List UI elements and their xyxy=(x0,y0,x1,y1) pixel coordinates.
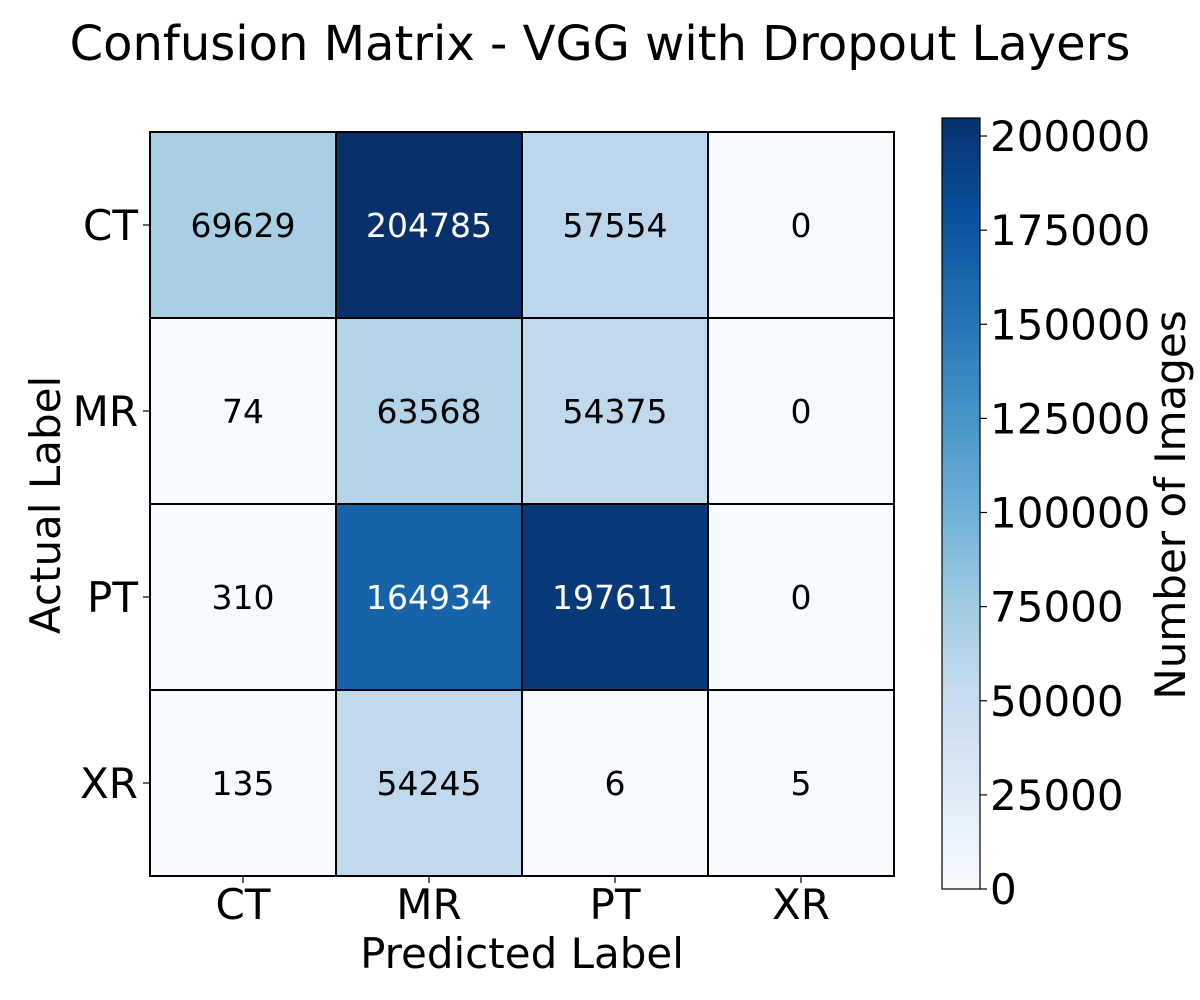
cell-value-label: 63568 xyxy=(377,392,482,431)
cell-value-label: 6 xyxy=(605,764,626,803)
y-tick-label-xr: XR xyxy=(80,759,138,808)
x-tick-label-xr: XR xyxy=(772,880,830,929)
cell-value-label: 5 xyxy=(791,764,812,803)
colorbar-tick-label: 175000 xyxy=(990,206,1150,255)
cell-value-label: 69629 xyxy=(191,206,296,245)
y-tick-label-pt: PT xyxy=(87,573,138,622)
cell-value-label: 135 xyxy=(212,764,275,803)
cell-value-label: 0 xyxy=(791,206,812,245)
cell-value-label: 54245 xyxy=(377,764,482,803)
heatmap-cell-pt-xr xyxy=(707,503,895,691)
x-tick-label-pt: PT xyxy=(590,880,641,929)
colorbar-tick-label: 0 xyxy=(990,865,1017,914)
heatmap-cell-mr-xr xyxy=(707,317,895,505)
colorbar xyxy=(941,117,981,890)
cell-value-label: 57554 xyxy=(563,206,668,245)
cell-value-label: 54375 xyxy=(563,392,668,431)
colorbar-tick-label: 50000 xyxy=(990,677,1124,726)
cell-value-label: 204785 xyxy=(366,206,492,245)
heatmap-cell-xr-xr xyxy=(707,689,895,877)
x-tick-label-ct: CT xyxy=(216,880,271,929)
cell-value-label: 74 xyxy=(222,392,264,431)
heatmap-cell-mr-ct xyxy=(149,317,337,505)
y-axis-label: Actual Label xyxy=(21,376,70,634)
colorbar-label: Number of Images xyxy=(1146,310,1195,699)
cell-value-label: 197611 xyxy=(552,578,678,617)
cell-value-label: 0 xyxy=(791,578,812,617)
colorbar-tick-label: 75000 xyxy=(990,583,1124,632)
heatmap-cell-xr-ct xyxy=(149,689,337,877)
heatmap-cell-ct-pt xyxy=(521,131,709,319)
y-tick-label-ct: CT xyxy=(83,201,138,250)
x-axis-label: Predicted Label xyxy=(360,929,684,978)
y-axis-ticks: CT MR PT XR xyxy=(73,201,150,808)
colorbar-ticks: 0 25000 50000 75000 100000 125000 150000 175000… xyxy=(980,112,1150,914)
cell-value-label: 164934 xyxy=(366,578,492,617)
heatmap-cells: 69629 204785 57554 0 74 63568 54375 0 310 164934 1… xyxy=(149,131,895,877)
heatmap-cell-ct-ct xyxy=(149,131,337,319)
heatmap-cell-mr-mr xyxy=(335,317,523,505)
colorbar-tick-label: 200000 xyxy=(990,112,1150,161)
colorbar-tick-label: 25000 xyxy=(990,771,1124,820)
heatmap-cell-xr-pt xyxy=(521,689,709,877)
y-tick-label-mr: MR xyxy=(73,387,138,436)
cell-value-label: 310 xyxy=(212,578,275,617)
x-tick-label-mr: MR xyxy=(396,880,461,929)
heatmap-cell-ct-xr xyxy=(707,131,895,319)
heatmap-cell-xr-mr xyxy=(335,689,523,877)
chart-title: Confusion Matrix - VGG with Dropout Laye… xyxy=(70,16,1131,72)
heatmap-cell-ct-mr xyxy=(335,131,523,319)
colorbar-tick-label: 125000 xyxy=(990,394,1150,443)
heatmap-cell-pt-mr xyxy=(335,503,523,691)
colorbar-tick-label: 150000 xyxy=(990,300,1150,349)
colorbar-tick-label: 100000 xyxy=(990,489,1150,538)
cell-value-label: 0 xyxy=(791,392,812,431)
x-axis-ticks: CT MR PT XR xyxy=(216,876,830,929)
